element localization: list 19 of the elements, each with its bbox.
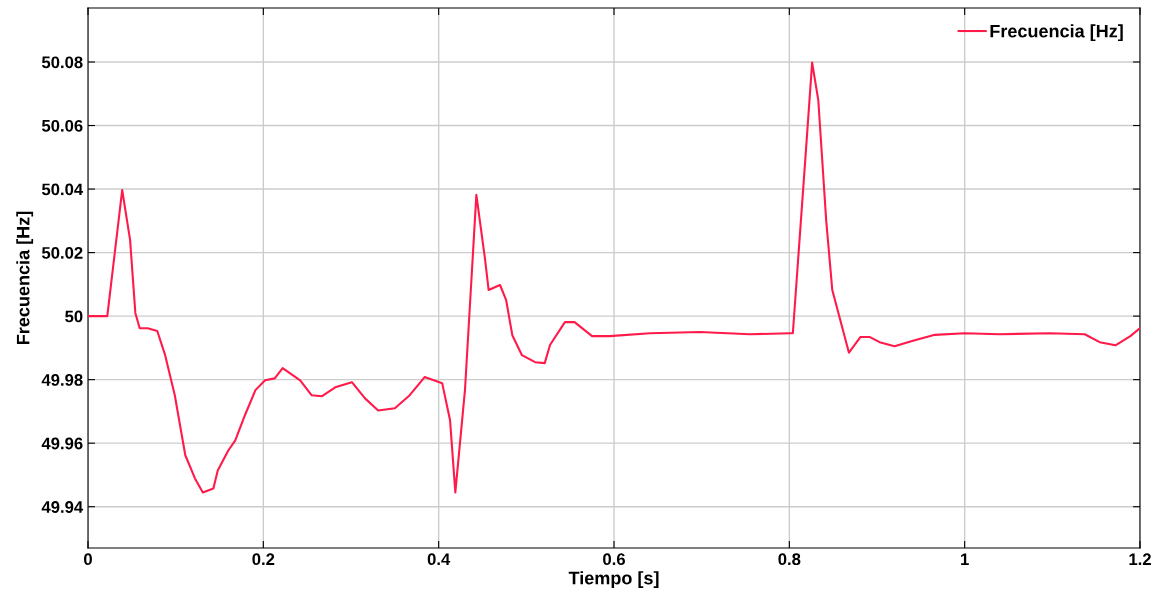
legend-label: Frecuencia [Hz] <box>990 24 1123 42</box>
y-tick-label: 50.06 <box>41 119 83 132</box>
x-tick-label: 1.2 <box>1129 553 1151 565</box>
y-tick-label: 50 <box>65 310 83 323</box>
x-axis-title: Tiempo [s] <box>568 571 659 589</box>
y-tick-label: 50.08 <box>41 56 83 69</box>
y-axis-title: Frecuencia [Hz] <box>16 211 34 345</box>
line-series <box>88 61 1140 494</box>
x-tick-label: 1 <box>961 553 969 565</box>
y-tick-label: 50.04 <box>41 183 84 196</box>
x-tick-label: 0.6 <box>603 553 625 566</box>
x-tick-label: 0.2 <box>252 553 275 566</box>
x-tick-label: 0 <box>84 553 92 566</box>
x-tick-label: 0.4 <box>427 553 451 566</box>
y-tick-label: 49.94 <box>41 501 84 513</box>
y-tick-label: 49.96 <box>41 437 83 450</box>
y-tick-label: 49.98 <box>41 374 83 386</box>
x-tick-label: 0.8 <box>778 553 801 566</box>
y-tick-label: 50.02 <box>41 246 83 259</box>
